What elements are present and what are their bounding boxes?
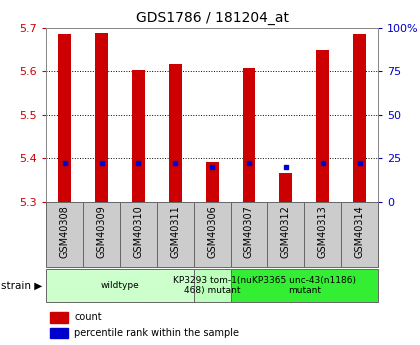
Text: wildtype: wildtype	[100, 281, 139, 290]
FancyBboxPatch shape	[46, 269, 194, 302]
Bar	[50, 312, 68, 323]
Text: percentile rank within the sample: percentile rank within the sample	[74, 328, 239, 338]
FancyBboxPatch shape	[268, 202, 304, 267]
FancyBboxPatch shape	[194, 202, 231, 267]
Text: GSM40310: GSM40310	[134, 205, 143, 258]
Bar	[206, 162, 218, 202]
Bar	[242, 68, 255, 202]
Bar	[169, 64, 182, 202]
Bar	[279, 173, 292, 202]
FancyBboxPatch shape	[120, 202, 157, 267]
Text: strain ▶: strain ▶	[1, 280, 42, 290]
Bar	[50, 328, 68, 338]
Text: KP3365 unc-43(n1186)
mutant: KP3365 unc-43(n1186) mutant	[252, 276, 356, 295]
Text: GSM40312: GSM40312	[281, 205, 291, 258]
Bar	[316, 50, 329, 202]
Text: GSM40309: GSM40309	[97, 205, 107, 258]
FancyBboxPatch shape	[341, 202, 378, 267]
Text: GSM40308: GSM40308	[60, 205, 70, 258]
Title: GDS1786 / 181204_at: GDS1786 / 181204_at	[136, 11, 289, 25]
Bar	[353, 34, 366, 202]
Bar	[95, 33, 108, 202]
Text: GSM40307: GSM40307	[244, 205, 254, 258]
FancyBboxPatch shape	[231, 269, 378, 302]
FancyBboxPatch shape	[231, 202, 268, 267]
Text: GSM40311: GSM40311	[170, 205, 180, 258]
Text: GSM40306: GSM40306	[207, 205, 217, 258]
FancyBboxPatch shape	[46, 202, 83, 267]
FancyBboxPatch shape	[157, 202, 194, 267]
Text: GSM40313: GSM40313	[318, 205, 328, 258]
Text: GSM40314: GSM40314	[354, 205, 365, 258]
FancyBboxPatch shape	[194, 269, 231, 302]
Text: KP3293 tom-1(nu
468) mutant: KP3293 tom-1(nu 468) mutant	[173, 276, 252, 295]
Bar	[132, 70, 145, 202]
FancyBboxPatch shape	[83, 202, 120, 267]
Text: count: count	[74, 313, 102, 322]
FancyBboxPatch shape	[304, 202, 341, 267]
Bar	[58, 34, 71, 202]
